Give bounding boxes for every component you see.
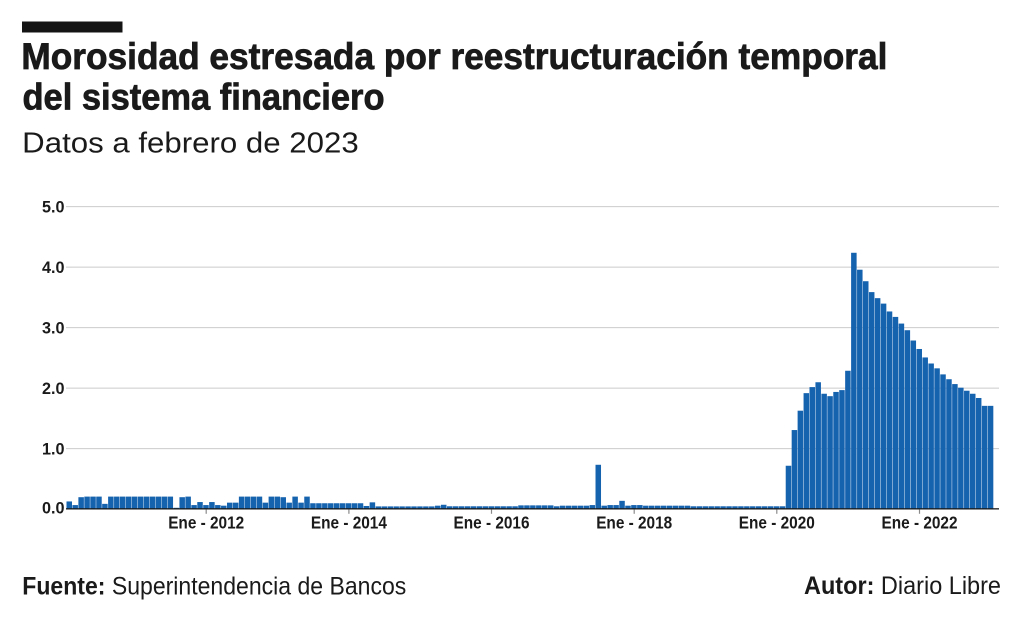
svg-text:Fuente: Superintendencia de Ba: Fuente: Superintendencia de Bancos [22, 573, 406, 601]
svg-text:5.0: 5.0 [42, 198, 65, 216]
svg-text:Morosidad estresada por reestr: Morosidad estresada por reestructuración… [21, 36, 887, 77]
svg-text:Autor: Diario Libre: Autor: Diario Libre [804, 572, 1001, 600]
svg-text:Ene - 2018: Ene - 2018 [596, 512, 672, 532]
svg-text:Datos a febrero de 2023: Datos a febrero de 2023 [22, 128, 359, 160]
svg-text:Ene - 2012: Ene - 2012 [168, 512, 244, 532]
svg-text:4.0: 4.0 [42, 259, 65, 277]
svg-text:Ene - 2022: Ene - 2022 [882, 512, 958, 532]
svg-text:2.0: 2.0 [42, 380, 65, 398]
svg-text:Ene - 2016: Ene - 2016 [454, 512, 530, 532]
svg-text:Ene - 2014: Ene - 2014 [311, 512, 387, 532]
svg-text:del sistema financiero: del sistema financiero [23, 76, 385, 117]
svg-text:0.0: 0.0 [42, 499, 65, 517]
svg-text:Ene - 2020: Ene - 2020 [739, 512, 815, 532]
svg-text:3.0: 3.0 [42, 319, 65, 337]
svg-text:1.0: 1.0 [42, 440, 65, 458]
